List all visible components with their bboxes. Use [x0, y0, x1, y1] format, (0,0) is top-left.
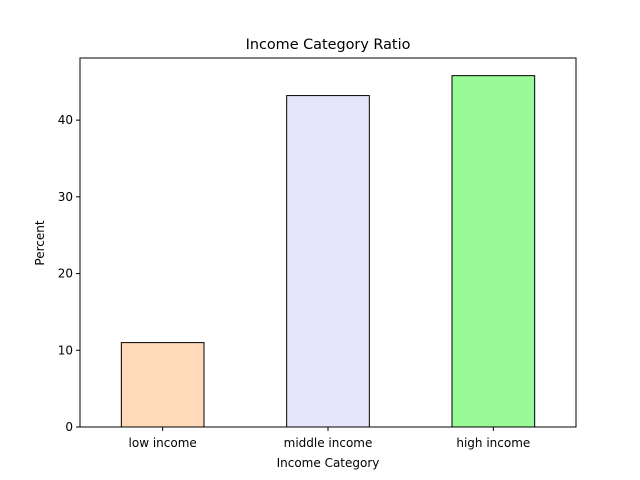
bar-middle-income: [286, 95, 370, 428]
y-axis-label: Percent: [33, 220, 47, 265]
bar-high-income: [451, 75, 536, 428]
x-tick-label: low income: [129, 436, 197, 450]
y-tick-label: 30: [58, 190, 73, 204]
y-axis-ticks: 0 10 20 30 40: [58, 113, 80, 434]
plot-frame: [79, 57, 577, 428]
x-axis-label: Income Category: [277, 456, 380, 470]
x-tick-label: high income: [456, 436, 530, 450]
y-tick-label: 10: [58, 343, 73, 357]
y-tick-label: 40: [58, 113, 73, 127]
bar-low-income: [120, 342, 205, 428]
bars-group: [120, 75, 536, 428]
y-tick-label: 0: [65, 420, 73, 434]
x-tick-label: middle income: [284, 436, 373, 450]
chart-title: Income Category Ratio: [246, 37, 411, 53]
y-tick-label: 20: [58, 267, 73, 281]
x-axis-ticks: low income middle income high income: [129, 427, 530, 450]
